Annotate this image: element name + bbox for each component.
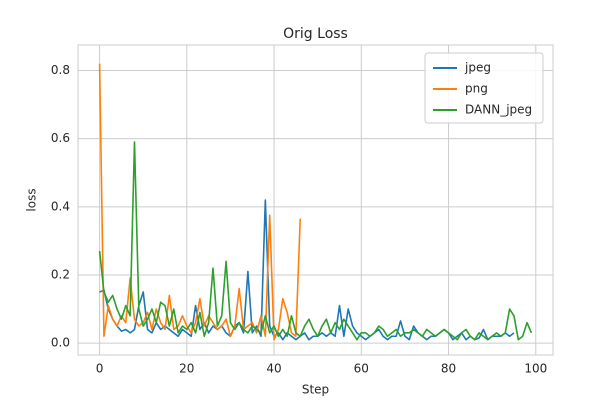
y-tick-label: 0.4 <box>51 199 70 213</box>
x-tick-label: 100 <box>524 362 547 376</box>
x-tick-label: 40 <box>266 362 281 376</box>
x-tick-label: 80 <box>441 362 456 376</box>
legend-box <box>424 52 544 124</box>
y-tick-label: 0.8 <box>51 63 70 77</box>
chart-title: Orig Loss <box>283 26 348 42</box>
legend-label: DANN_jpeg <box>465 103 532 117</box>
line-series <box>98 141 533 341</box>
y-tick-label: 0.6 <box>51 131 70 145</box>
legend-label: png <box>465 82 488 96</box>
x-axis-label: Step <box>302 383 329 397</box>
legend-label: jpeg <box>464 61 491 75</box>
x-tick-label: 20 <box>179 362 194 376</box>
line-series <box>98 63 302 341</box>
x-tick-label: 0 <box>96 362 104 376</box>
y-axis-label: loss <box>25 188 39 211</box>
y-tick-label: 0.2 <box>51 267 70 281</box>
x-tick-label: 60 <box>354 362 369 376</box>
plot-frame <box>77 44 554 356</box>
y-tick-label: 0.0 <box>51 336 70 350</box>
